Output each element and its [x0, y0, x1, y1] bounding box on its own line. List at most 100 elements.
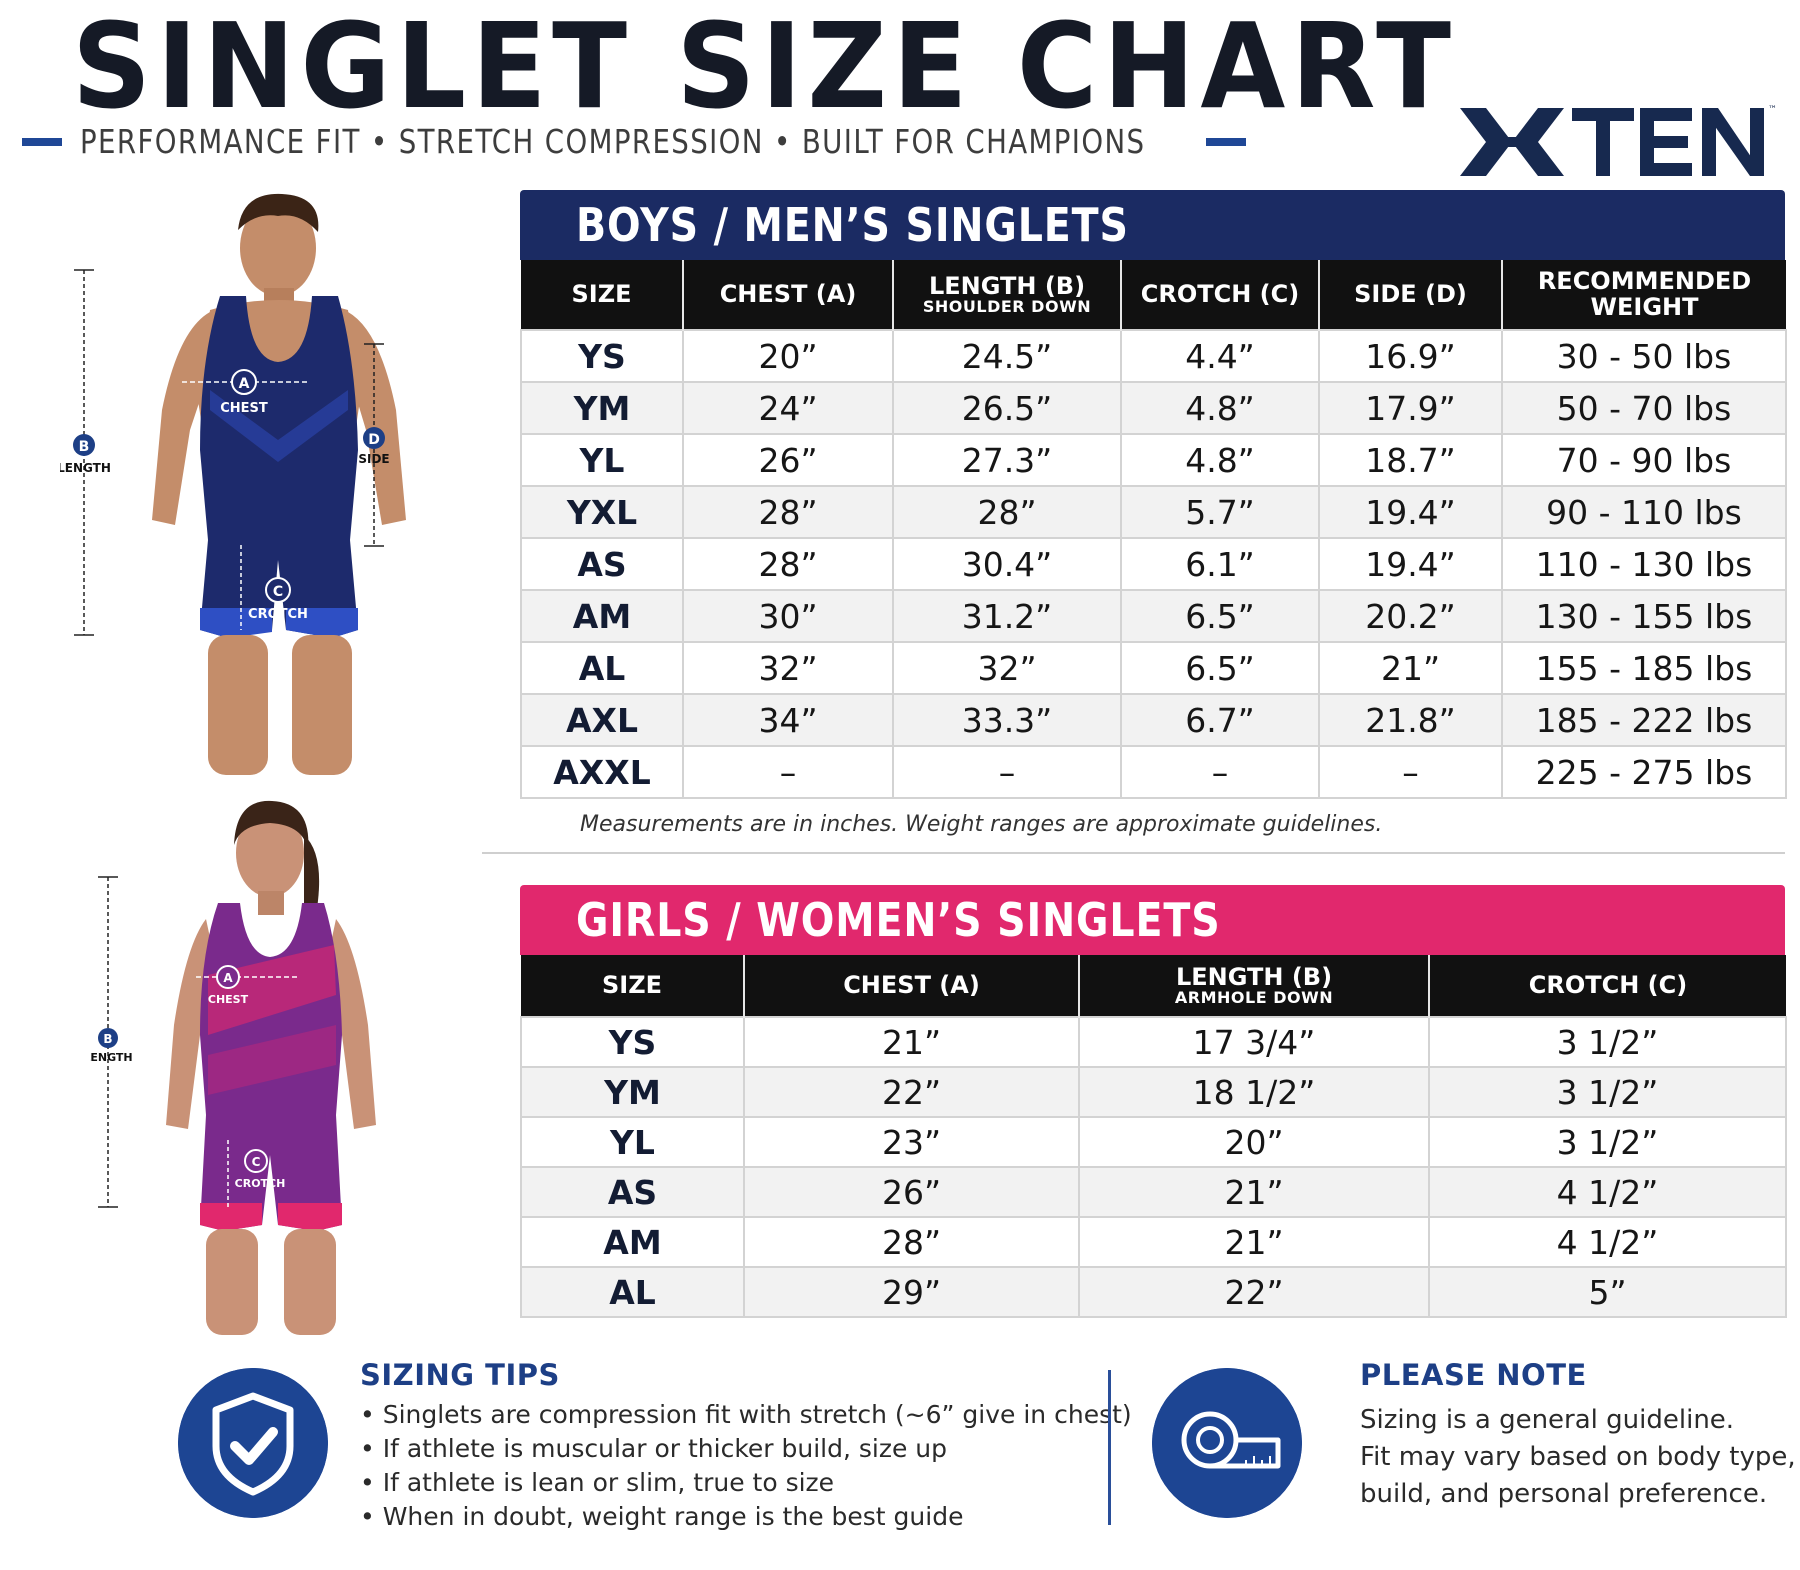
table-row: AL 29” 22” 5”: [520, 1266, 1787, 1318]
length-cell: 18 1/2”: [1078, 1066, 1430, 1118]
table-row: AS 26” 21” 4 1/2”: [520, 1166, 1787, 1218]
shield-check-icon: [178, 1368, 328, 1518]
table-row: AM 28” 21” 4 1/2”: [520, 1216, 1787, 1268]
side-cell: 20.2”: [1318, 589, 1503, 643]
size-cell: AM: [520, 589, 684, 643]
girl-length-label: LENGTH: [90, 1051, 133, 1064]
chest-cell: 28”: [682, 537, 894, 591]
tagline-row: PERFORMANCE FIT • STRETCH COMPRESSION • …: [22, 122, 1246, 161]
size-cell: AS: [520, 537, 684, 591]
trademark-symbol: ™: [1768, 105, 1777, 115]
list-item: If athlete is muscular or thicker build,…: [360, 1432, 1132, 1466]
chest-cell: 20”: [682, 329, 894, 383]
chest-cell: 26”: [743, 1166, 1080, 1218]
boys-col-crotch: CROTCH (C): [1121, 260, 1320, 330]
girls-size-table: SIZE CHEST (A) LENGTH (B) ARMHOLE DOWN CR…: [520, 955, 1787, 1318]
length-cell: 21”: [1078, 1216, 1430, 1268]
size-cell: AXXL: [520, 745, 684, 799]
boys-section-title: BOYS / MEN’S SINGLETS: [576, 198, 1129, 252]
side-cell: 19.4”: [1318, 485, 1503, 539]
sizing-tips-title: SIZING TIPS: [360, 1358, 560, 1392]
weight-cell: 155 - 185 lbs: [1501, 641, 1787, 695]
please-note-line: Sizing is a general guideline.: [1360, 1405, 1735, 1435]
list-item: If athlete is lean or slim, true to size: [360, 1466, 1132, 1500]
girl-badge-a-letter: A: [223, 971, 233, 985]
side-cell: –: [1318, 745, 1503, 799]
crotch-cell: 5.7”: [1120, 485, 1320, 539]
please-note-title: PLEASE NOTE: [1360, 1358, 1587, 1392]
weight-cell: 225 - 275 lbs: [1501, 745, 1787, 799]
table-row: AXL 34” 33.3” 6.7” 21.8” 185 - 222 lbs: [520, 693, 1787, 747]
badge-b-letter: B: [79, 439, 90, 455]
length-cell: 28”: [892, 485, 1122, 539]
boy-athlete-silhouette: [152, 193, 406, 775]
girl-crotch-label: CROTCH: [235, 1177, 286, 1190]
chest-cell: 26”: [682, 433, 894, 487]
badge-b-circle: [73, 434, 95, 456]
boys-section-banner: BOYS / MEN’S SINGLETS: [520, 190, 1785, 260]
table-row: YS 21” 17 3/4” 3 1/2”: [520, 1016, 1787, 1068]
girls-size-table-block: GIRLS / WOMEN’S SINGLETS SIZE CHEST (A) …: [520, 885, 1787, 1318]
boys-col-side: SIDE (D): [1319, 260, 1503, 330]
chest-cell: 22”: [743, 1066, 1080, 1118]
size-cell: YS: [520, 329, 684, 383]
crotch-cell: –: [1120, 745, 1320, 799]
weight-cell: 70 - 90 lbs: [1501, 433, 1787, 487]
badge-a-circle: [231, 369, 257, 395]
crotch-cell: 4.8”: [1120, 381, 1320, 435]
chest-cell: 28”: [743, 1216, 1080, 1268]
girl-athlete-silhouette: [166, 800, 376, 1335]
crotch-label: CROTCH: [248, 607, 308, 622]
crotch-cell: 4 1/2”: [1428, 1166, 1787, 1218]
table-row: YXL 28” 28” 5.7” 19.4” 90 - 110 lbs: [520, 485, 1787, 539]
crotch-cell: 4.4”: [1120, 329, 1320, 383]
length-cell: 17 3/4”: [1078, 1016, 1430, 1068]
tips-divider: [1108, 1370, 1111, 1525]
boys-col-length: LENGTH (B) SHOULDER DOWN: [893, 260, 1122, 330]
size-cell: YS: [520, 1016, 745, 1068]
boys-col-weight: RECOMMENDED WEIGHT: [1502, 260, 1786, 330]
list-item: Singlets are compression fit with stretc…: [360, 1398, 1132, 1432]
table-row: AM 30” 31.2” 6.5” 20.2” 130 - 155 lbs: [520, 589, 1787, 643]
side-cell: 19.4”: [1318, 537, 1503, 591]
girls-section-title: GIRLS / WOMEN’S SINGLETS: [576, 893, 1221, 947]
table-row: AXXL – – – – 225 - 275 lbs: [520, 745, 1787, 799]
tagline-dash-right: [1205, 137, 1246, 146]
please-note-text: Sizing is a general guideline. Fit may v…: [1360, 1402, 1796, 1513]
boys-size-table: SIZE CHEST (A) LENGTH (B) SHOULDER DOWN C…: [520, 260, 1787, 799]
xten-logo: ™: [1460, 105, 1777, 176]
length-label: LENGTH: [60, 461, 111, 475]
crotch-cell: 3 1/2”: [1428, 1116, 1787, 1168]
girls-col-size: SIZE: [521, 955, 745, 1017]
girl-badge-b-letter: B: [103, 1032, 112, 1046]
side-cell: 17.9”: [1318, 381, 1503, 435]
girl-badge-c-circle: [244, 1149, 268, 1173]
size-cell: AS: [520, 1166, 745, 1218]
side-cell: 16.9”: [1318, 329, 1503, 383]
crotch-cell: 4 1/2”: [1428, 1216, 1787, 1268]
chest-cell: 24”: [682, 381, 894, 435]
chest-cell: –: [682, 745, 894, 799]
length-cell: –: [892, 745, 1122, 799]
girls-measurement-figure: B LENGTH A CHEST C CROTCH: [90, 800, 376, 1335]
sizing-tips-list: Singlets are compression fit with stretc…: [360, 1398, 1132, 1534]
size-cell: YL: [520, 1116, 745, 1168]
weight-cell: 90 - 110 lbs: [1501, 485, 1787, 539]
tape-measure-icon: [1152, 1368, 1302, 1518]
length-cell: 30.4”: [892, 537, 1122, 591]
table-row: YL 23” 20” 3 1/2”: [520, 1116, 1787, 1168]
badge-d-circle: [363, 427, 385, 449]
badge-c-letter: C: [273, 584, 283, 600]
table-row: YL 26” 27.3” 4.8” 18.7” 70 - 90 lbs: [520, 433, 1787, 487]
weight-cell: 30 - 50 lbs: [1501, 329, 1787, 383]
length-cell: 31.2”: [892, 589, 1122, 643]
girl-badge-a-circle: [216, 965, 240, 989]
table-row: YM 24” 26.5” 4.8” 17.9” 50 - 70 lbs: [520, 381, 1787, 435]
girls-col-crotch: CROTCH (C): [1429, 955, 1786, 1017]
size-cell: YM: [520, 381, 684, 435]
girls-col-chest: CHEST (A): [744, 955, 1080, 1017]
length-cell: 33.3”: [892, 693, 1122, 747]
please-note-line: build, and personal preference.: [1360, 1479, 1768, 1509]
chest-label: CHEST: [220, 401, 268, 416]
list-item: When in doubt, weight range is the best …: [360, 1500, 1132, 1534]
